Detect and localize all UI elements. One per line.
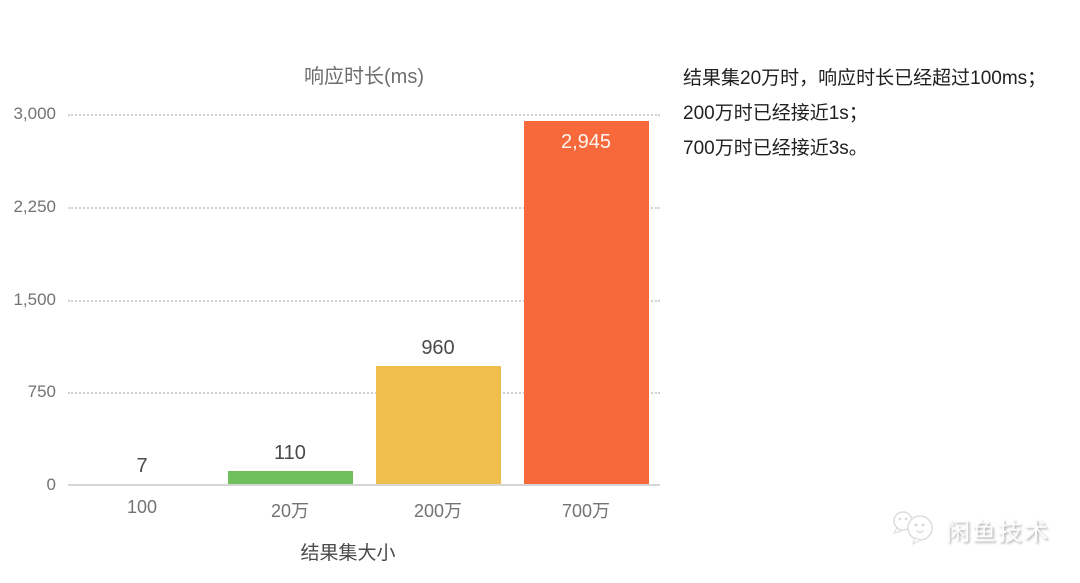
- bar-value-label-20万: 110: [274, 442, 306, 464]
- y-tick-label: 1,500: [13, 289, 56, 309]
- x-tick-label-700万: 700万: [561, 501, 611, 521]
- chart-title: 响应时长(ms): [304, 66, 424, 88]
- bar-200万: [375, 366, 501, 485]
- plot-area: 0 750 1,500 2,250 3,000 7 100 110 20万 960 200万 2,94…: [13, 104, 660, 521]
- annotation-line-3: 700万时已经接近3s。: [683, 138, 868, 159]
- bar-value-label-700万: 2,945: [560, 131, 612, 153]
- y-tick-label: 3,000: [13, 104, 56, 123]
- annotation-line-1: 结果集20万时，响应时长已经超过100ms；: [683, 68, 1047, 89]
- gridline-2,250: [68, 206, 660, 209]
- x-tick-label-200万: 200万: [413, 501, 463, 521]
- watermark-text: 闲鱼技术: [946, 519, 1050, 546]
- watermark: 闲鱼技术: [890, 508, 1050, 551]
- x-axis-line: [68, 484, 660, 486]
- bar-700万: [523, 121, 649, 485]
- bar-value-label-100: 7: [136, 455, 148, 477]
- gridline-3,000: [68, 114, 660, 116]
- bar-value-label-200万: 960: [421, 337, 455, 359]
- y-tick-label: 0: [46, 475, 56, 494]
- gridline-750: [68, 392, 660, 395]
- bar-20万: [227, 471, 353, 485]
- annotation-block: 结果集20万时，响应时长已经超过100ms； 200万时已经接近1s； 700万…: [683, 61, 1073, 166]
- annotation-line-2: 200万时已经接近1s；: [683, 103, 868, 124]
- fish-faces-icon: [890, 508, 938, 551]
- x-axis-title: 结果集大小: [300, 543, 396, 564]
- y-tick-label: 750: [27, 382, 56, 402]
- gridline-1,500: [68, 299, 660, 302]
- y-tick-label: 2,250: [13, 196, 56, 216]
- x-tick-label-20万: 20万: [270, 501, 310, 521]
- x-tick-label-100: 100: [126, 497, 158, 517]
